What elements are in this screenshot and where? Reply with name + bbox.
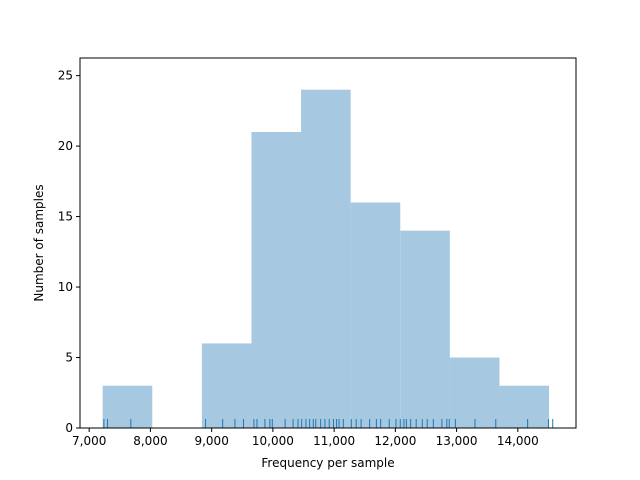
x-tick-label-6: 12,000	[374, 434, 416, 448]
histogram-bar-9	[499, 385, 550, 428]
y-tick-label-3: 10	[58, 280, 73, 294]
x-tick-label-4: 10,000	[252, 434, 294, 448]
x-tick-label-3: 9,000	[194, 434, 228, 448]
plot-frame	[79, 57, 577, 429]
histogram-bar-1	[102, 385, 153, 428]
histogram-bar-3	[201, 343, 252, 428]
histogram-bars	[102, 89, 550, 428]
histogram-bar-8	[449, 357, 500, 428]
histogram-bar-6	[350, 202, 401, 428]
rug-marks	[103, 419, 554, 428]
y-axis-label: Number of samples	[32, 184, 46, 301]
x-tick-label-1: 7,000	[72, 434, 106, 448]
y-tick-label-4: 15	[58, 210, 73, 224]
y-axis-ticks: 0 5 10 15 20 25	[58, 69, 80, 435]
x-tick-label-8: 14,000	[497, 434, 539, 448]
histogram-bar-7	[400, 230, 450, 428]
x-axis-label: Frequency per sample	[261, 456, 394, 470]
x-tick-label-7: 13,000	[436, 434, 478, 448]
histogram-bar-5	[301, 89, 351, 428]
y-tick-label-5: 20	[58, 139, 73, 153]
y-tick-label-2: 5	[65, 351, 73, 365]
x-axis-ticks: 7,000 8,000 9,000 10,000 11,000 12,000 13,000 1…	[72, 428, 539, 448]
y-tick-label-6: 25	[58, 69, 73, 83]
y-tick-label-1: 0	[65, 421, 73, 435]
x-tick-label-5: 11,000	[313, 434, 355, 448]
x-tick-label-2: 8,000	[133, 434, 167, 448]
histogram-bar-4	[251, 132, 302, 428]
